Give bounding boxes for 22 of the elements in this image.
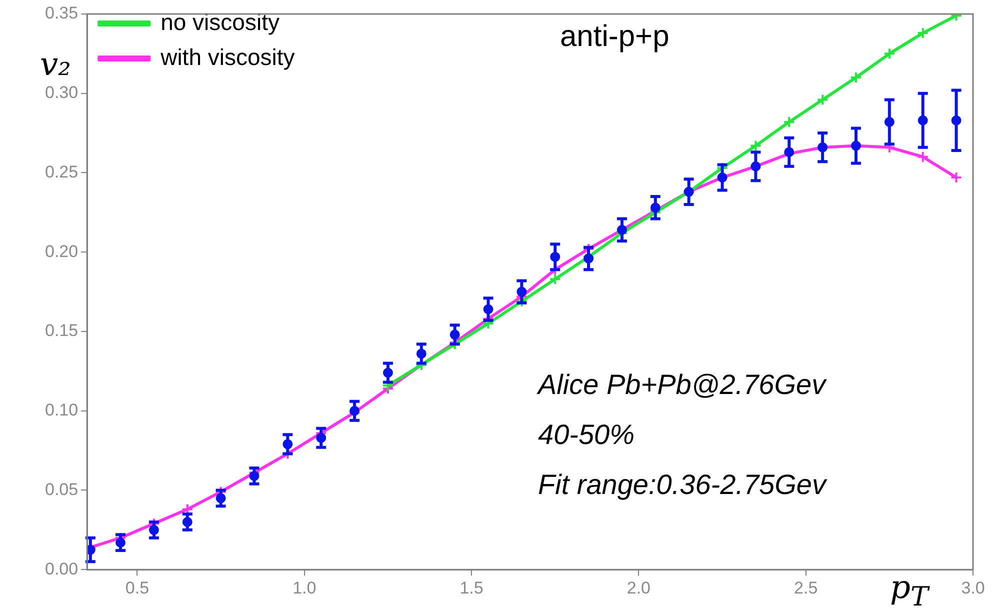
y-tick-label: 0.00 bbox=[44, 559, 78, 578]
y-tick-label: 0.10 bbox=[44, 400, 78, 420]
x-tick-label: 0.5 bbox=[125, 578, 150, 598]
annotation: Fit range:0.36-2.75Gev bbox=[538, 468, 826, 502]
y-tick-label: 0.15 bbox=[44, 321, 78, 340]
y-tick-label: 0.35 bbox=[44, 4, 78, 23]
y-axis-title: v₂ bbox=[40, 45, 71, 83]
x-axis-title: p$_{T}$ bbox=[890, 568, 928, 612]
annotation: Alice Pb+Pb@2.76Gev bbox=[538, 368, 826, 402]
legend-label: no viscosity bbox=[160, 8, 280, 35]
legend-label: with viscosity bbox=[160, 44, 296, 70]
annotation: 40-50% bbox=[538, 418, 636, 452]
chart-title: anti-p+p bbox=[560, 20, 670, 54]
x-tick-label: 2.5 bbox=[794, 578, 818, 598]
y-tick-label: 0.25 bbox=[44, 162, 78, 182]
x-tick-label: 2.0 bbox=[626, 578, 651, 598]
x-tick-label: 3.0 bbox=[961, 578, 985, 598]
y-tick-label: 0.05 bbox=[44, 480, 78, 499]
y-tick-label: 0.30 bbox=[44, 83, 78, 102]
x-tick-label: 1.0 bbox=[292, 578, 316, 598]
y-tick-label: 0.20 bbox=[44, 242, 78, 261]
x-tick-label: 1.5 bbox=[460, 578, 484, 598]
